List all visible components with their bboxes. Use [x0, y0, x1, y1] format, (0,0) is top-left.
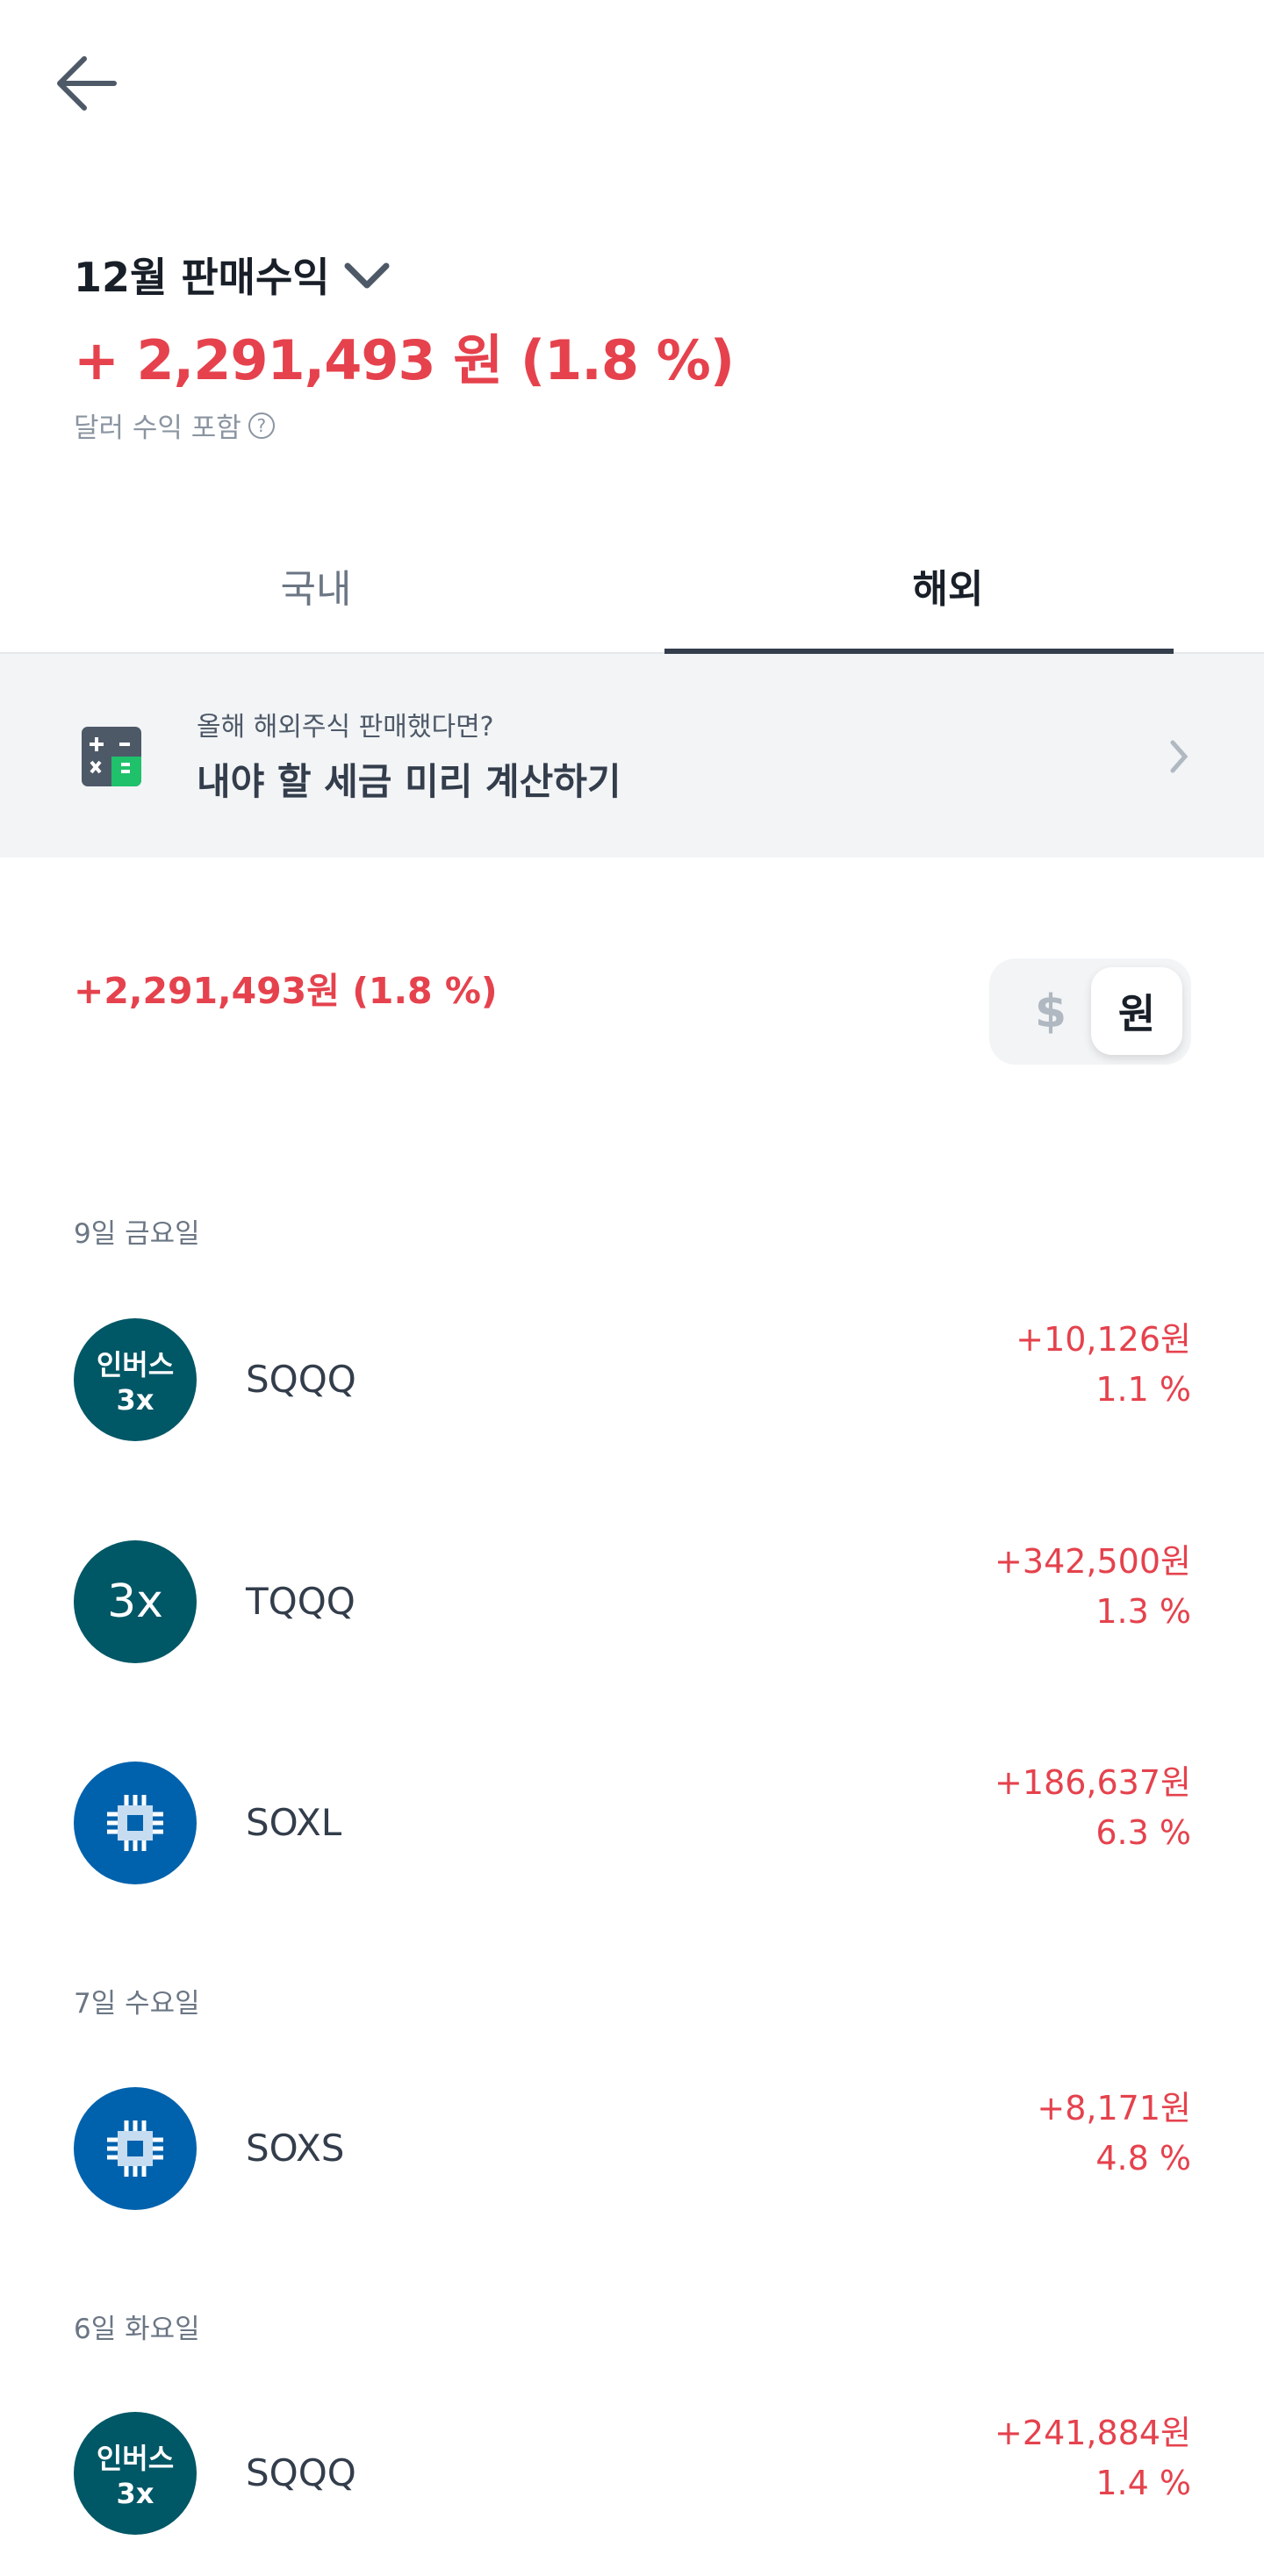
- profit-amount: +186,637원: [995, 1763, 1191, 1802]
- list-item[interactable]: 인버스 3x SQQQ +10,126원 1.1 %: [0, 1305, 1264, 1454]
- profit-percent: 4.8 %: [1095, 2139, 1191, 2178]
- total-profit: + 2,291,493 원 (1.8 %): [74, 328, 735, 392]
- sqqq-logo: 인버스 3x: [74, 1318, 197, 1441]
- chip-icon: [107, 1795, 163, 1851]
- list-item[interactable]: SOXL +186,637원 6.3 %: [0, 1748, 1264, 1898]
- banner-title: 내야 할 세금 미리 계산하기: [197, 760, 621, 803]
- sqqq-logo: 인버스 3x: [74, 2412, 197, 2535]
- soxs-logo: [74, 2087, 197, 2210]
- ticker: SQQQ: [246, 1358, 356, 1401]
- help-icon[interactable]: ?: [248, 412, 275, 439]
- summary-amount: +2,291,493원 (1.8 %): [74, 970, 498, 1012]
- currency-toggle[interactable]: $ 원: [989, 958, 1191, 1065]
- currency-dollar[interactable]: $: [1034, 985, 1067, 1038]
- logo-text: 인버스: [96, 1348, 175, 1381]
- chevron-right-icon: [1170, 740, 1189, 773]
- profit-percent: 6.3 %: [1095, 1813, 1191, 1852]
- tab-overseas[interactable]: 해외: [632, 518, 1264, 654]
- tax-calculator-banner[interactable]: 올해 해외주식 판매했다면? 내야 할 세금 미리 계산하기: [0, 654, 1264, 857]
- banner-subtitle: 올해 해외주식 판매했다면?: [197, 712, 494, 743]
- month-selector[interactable]: 12월 판매수익: [74, 246, 391, 304]
- profit-percent: 1.4 %: [1095, 2464, 1191, 2502]
- ticker: SOXS: [246, 2127, 345, 2170]
- tab-bar: 국내 해외: [0, 518, 1264, 654]
- page-title: 12월 판매수익: [74, 254, 330, 301]
- list-item[interactable]: 인버스 3x SQQQ +241,884원 1.4 %: [0, 2399, 1264, 2548]
- ticker: SQQQ: [246, 2451, 356, 2494]
- soxl-logo: [74, 1762, 197, 1884]
- list-item[interactable]: 3x TQQQ +342,500원 1.3 %: [0, 1527, 1264, 1676]
- tab-domestic[interactable]: 국내: [280, 566, 352, 612]
- profit-amount: +8,171원: [1037, 2089, 1191, 2128]
- ticker: TQQQ: [246, 1580, 356, 1623]
- dollar-note-text: 달러 수익 포함: [74, 413, 241, 444]
- tqqq-logo: 3x: [74, 1540, 197, 1663]
- arrow-left-icon: [57, 56, 117, 111]
- back-button[interactable]: [53, 53, 118, 114]
- logo-text: 3x: [107, 1575, 163, 1628]
- currency-won[interactable]: 원: [1091, 967, 1182, 1055]
- profit-amount: +241,884원: [995, 2414, 1191, 2452]
- list-item[interactable]: SOXS +8,171원 4.8 %: [0, 2074, 1264, 2223]
- profit-amount: +342,500원: [995, 1542, 1191, 1581]
- logo-text: 3x: [116, 2477, 154, 2510]
- profit-percent: 1.1 %: [1095, 1370, 1191, 1409]
- calculator-icon: [82, 727, 141, 786]
- logo-text: 인버스: [96, 2442, 175, 2475]
- profit-amount: +10,126원: [1016, 1320, 1191, 1359]
- dollar-note: 달러 수익 포함 ?: [74, 405, 275, 445]
- ticker: SOXL: [246, 1801, 342, 1844]
- date-label: 6일 화요일: [74, 2314, 200, 2345]
- profit-percent: 1.3 %: [1095, 1592, 1191, 1631]
- chip-icon: [107, 2120, 163, 2177]
- date-label: 9일 금요일: [74, 1218, 200, 1250]
- date-label: 7일 수요일: [74, 1988, 200, 2020]
- logo-text: 3x: [116, 1383, 154, 1417]
- chevron-down-icon: [344, 262, 390, 289]
